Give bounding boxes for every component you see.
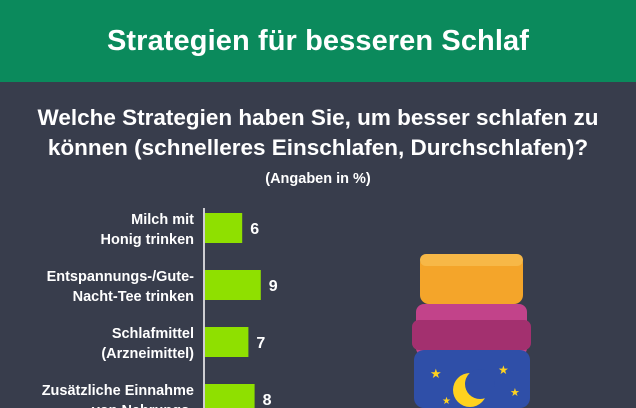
- question-line-1: Welche Strategien haben Sie, um besser s…: [37, 105, 599, 130]
- data-label: 7: [256, 335, 265, 352]
- category-label: Nacht-Tee trinken: [73, 289, 194, 305]
- chart-question: Welche Strategien haben Sie, um besser s…: [0, 103, 636, 163]
- bar-chart: 6 Milch mit Honig trinken 9 Entspannungs-/Gu…: [42, 208, 278, 408]
- category-label: Honig trinken: [101, 232, 194, 248]
- data-label: 9: [269, 278, 278, 295]
- data-label: 8: [263, 392, 272, 408]
- category-label: Zusätzliche Einnahme: [42, 383, 194, 399]
- category-label: Schlafmittel: [112, 326, 194, 342]
- sleeping-pill-jar-icon: ★ ★ ★ ★: [412, 254, 531, 408]
- svg-text:★: ★: [510, 386, 520, 399]
- bar: [205, 270, 261, 300]
- category-label: Entspannungs-/Gute-: [47, 269, 195, 285]
- category-label: Milch mit: [131, 212, 194, 228]
- page-title: Strategien für besseren Schlaf: [106, 24, 530, 57]
- svg-text:★: ★: [498, 363, 509, 377]
- data-label: 6: [250, 221, 259, 238]
- bar: [205, 384, 255, 408]
- question-line-2: können (schnelleres Einschlafen, Durchsc…: [47, 135, 589, 160]
- unit-note: (Angaben in %): [265, 171, 371, 187]
- svg-text:★: ★: [442, 396, 451, 407]
- bar: [205, 327, 249, 357]
- svg-text:★: ★: [430, 367, 442, 382]
- category-label: von Nahrungs-: [92, 403, 194, 408]
- category-label: (Arzneimittel): [101, 346, 194, 362]
- title-banner: Strategien für besseren Schlaf: [0, 0, 636, 82]
- bar: [205, 213, 243, 243]
